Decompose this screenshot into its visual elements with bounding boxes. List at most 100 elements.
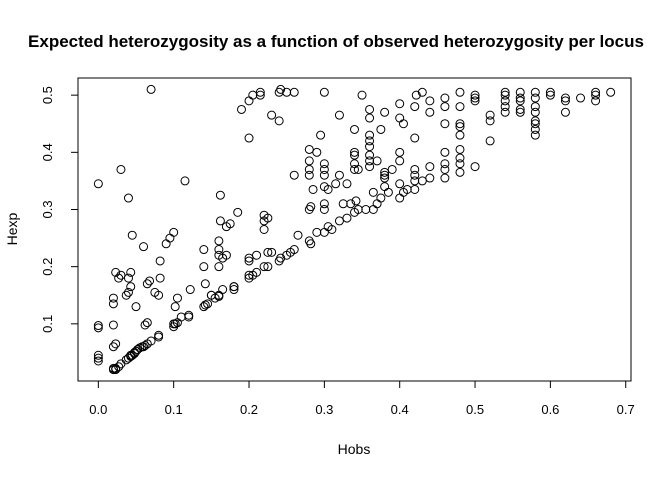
data-point — [131, 302, 141, 312]
data-point — [199, 245, 209, 255]
data-point — [244, 253, 254, 263]
data-point — [338, 199, 348, 209]
data-point — [365, 113, 375, 123]
data-point — [304, 164, 314, 174]
data-point — [133, 345, 143, 355]
data-point — [304, 156, 314, 166]
data-point — [304, 144, 314, 154]
data-point — [410, 170, 420, 180]
data-point — [365, 150, 375, 160]
data-point — [276, 84, 286, 94]
data-point — [93, 179, 103, 189]
data-point — [255, 87, 265, 97]
data-point — [395, 99, 405, 109]
data-point — [327, 225, 337, 234]
data-point — [121, 355, 131, 365]
data-point — [591, 87, 601, 97]
data-point — [140, 341, 150, 351]
data-point — [395, 193, 405, 203]
data-point — [267, 110, 277, 120]
data-point — [176, 312, 186, 322]
data-point — [365, 136, 375, 146]
data-point — [365, 104, 375, 114]
data-point — [130, 347, 140, 357]
data-point — [470, 162, 480, 172]
data-point — [410, 102, 420, 112]
data-point — [135, 343, 145, 353]
data-point — [215, 216, 225, 226]
data-point — [350, 124, 359, 134]
data-point — [185, 285, 195, 295]
data-point — [154, 330, 164, 340]
data-point — [225, 219, 235, 229]
x-tick-label: 0.3 — [315, 402, 333, 417]
data-point — [93, 323, 103, 333]
data-point — [500, 87, 510, 97]
data-point — [214, 245, 224, 255]
data-point — [145, 276, 155, 286]
data-point — [142, 318, 152, 328]
data-point — [357, 90, 367, 100]
data-point — [161, 239, 171, 249]
data-point — [323, 184, 333, 194]
data-point — [93, 350, 103, 360]
data-point — [455, 144, 465, 154]
data-point — [425, 96, 435, 106]
data-point — [530, 116, 540, 126]
data-point — [417, 176, 427, 186]
data-point — [218, 285, 228, 295]
data-point — [306, 239, 316, 249]
data-point — [116, 164, 126, 174]
data-point — [530, 107, 540, 117]
data-point — [395, 113, 405, 123]
x-axis-label: Hobs — [338, 441, 371, 457]
data-point — [470, 90, 480, 100]
data-point — [154, 290, 164, 300]
data-point — [116, 270, 126, 280]
data-point — [365, 162, 375, 172]
data-point — [417, 87, 427, 97]
data-point — [319, 87, 329, 97]
data-point — [380, 173, 390, 183]
data-point — [380, 170, 390, 180]
data-point — [368, 187, 378, 197]
data-point — [383, 187, 393, 197]
data-point — [293, 230, 303, 240]
data-point — [289, 170, 299, 180]
data-point — [440, 93, 450, 103]
data-point — [515, 104, 525, 114]
data-point — [244, 256, 254, 266]
data-point — [111, 339, 121, 349]
data-point — [425, 173, 435, 183]
x-tick-label: 0.2 — [240, 402, 258, 417]
data-point — [276, 253, 286, 263]
x-tick-label: 0.5 — [466, 402, 484, 417]
data-point — [395, 156, 405, 166]
data-point — [500, 96, 510, 106]
data-point — [410, 184, 420, 194]
data-point — [500, 90, 510, 100]
data-point — [485, 110, 495, 120]
data-point — [267, 247, 277, 257]
data-point — [289, 87, 299, 97]
data-point — [233, 207, 243, 217]
data-point — [255, 90, 265, 100]
data-point — [410, 133, 420, 143]
data-point — [334, 110, 344, 120]
data-point — [312, 227, 322, 237]
data-point — [170, 319, 180, 329]
data-point — [455, 122, 465, 132]
data-point — [350, 164, 359, 174]
data-point — [142, 279, 152, 289]
data-point — [154, 332, 164, 342]
data-point — [440, 102, 450, 112]
data-point — [350, 159, 359, 169]
data-point — [108, 320, 118, 330]
data-point — [170, 302, 180, 312]
data-point — [146, 336, 156, 346]
data-point — [351, 196, 361, 206]
data-point — [126, 282, 136, 292]
data-point — [365, 130, 375, 140]
data-point — [440, 147, 450, 157]
